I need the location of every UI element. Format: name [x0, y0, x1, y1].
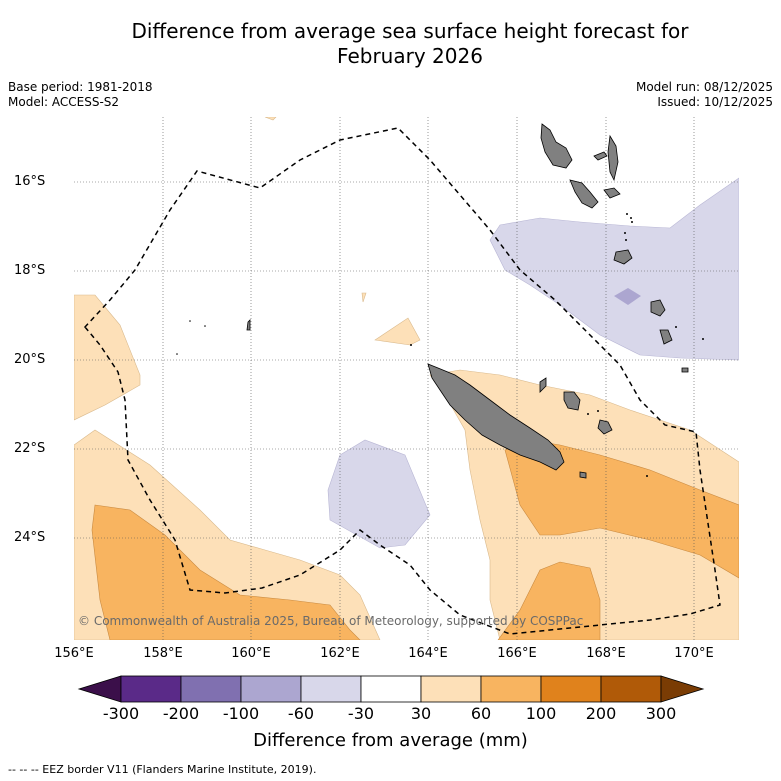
lat-label-22s: 22°S — [14, 441, 46, 456]
land-new-caledonia — [427, 363, 565, 471]
anomaly-region-central-purple — [327, 439, 431, 549]
lon-label-158e: 158°E — [143, 646, 183, 661]
colorbar-tick-neg60: -60 — [287, 704, 315, 723]
land-loyalty-mare — [597, 419, 613, 435]
land-vanuatu-ambae — [593, 151, 608, 161]
lon-label-162e: 162°E — [320, 646, 360, 661]
anomaly-patch-small-orange — [361, 292, 367, 303]
colorbar-tick-neg100: -100 — [222, 704, 260, 723]
lon-label-164e: 164°E — [408, 646, 448, 661]
colorbar-tick-30: 30 — [410, 704, 432, 723]
land-vanuatu-efate — [613, 249, 633, 265]
lon-label-156e: 156°E — [54, 646, 94, 661]
land-vanuatu-pentecost — [607, 134, 619, 182]
land-vanuatu-espiritu — [540, 123, 573, 169]
lon-label-170e: 170°E — [674, 646, 714, 661]
colorbar-title: Difference from average (mm) — [253, 730, 528, 751]
lon-label-160e: 160°E — [231, 646, 271, 661]
title-line-2: February 2026 — [337, 44, 483, 68]
copyright-notice: © Commonwealth of Australia 2025, Bureau… — [78, 614, 584, 628]
map-title: Difference from average sea surface heig… — [60, 19, 760, 69]
lat-label-24s: 24°S — [14, 530, 46, 545]
eez-border — [84, 127, 721, 635]
title-line-1: Difference from average sea surface heig… — [131, 19, 689, 43]
lon-label-166e: 166°E — [497, 646, 537, 661]
land-vanuatu-aneityum — [681, 367, 689, 373]
colorbar-tick-neg200: -200 — [162, 704, 200, 723]
anomaly-region-west-orange — [74, 294, 141, 421]
land-chesterfield-islet — [246, 319, 251, 331]
lat-label-16s: 16°S — [14, 174, 46, 189]
gridlines — [74, 117, 739, 640]
anomaly-patch-medium-purple — [614, 288, 641, 305]
lat-label-18s: 18°S — [14, 263, 46, 278]
land-vanuatu-erromango — [650, 299, 666, 317]
land-vanuatu-tanna — [659, 329, 673, 345]
meta-right: Model run: 08/12/2025 Issued: 10/12/2025 — [636, 80, 773, 110]
anomaly-region-east-dark — [504, 439, 739, 579]
lat-label-20s: 20°S — [14, 352, 46, 367]
land-isle-of-pines — [579, 471, 587, 479]
model-name: Model: ACCESS-S2 — [8, 95, 120, 109]
eez-footnote: -- -- -- EEZ border V11 (Flanders Marine… — [8, 763, 317, 776]
base-period: Base period: 1981-2018 — [8, 80, 153, 94]
land-vanuatu-malekula — [569, 179, 599, 209]
issued-date: Issued: 10/12/2025 — [657, 95, 773, 109]
anomaly-patch-top-orange — [264, 117, 277, 121]
small-islets — [176, 213, 704, 477]
colorbar-tick-neg30: -30 — [347, 704, 375, 723]
land-loyalty-ouvea — [539, 377, 547, 393]
colorbar-tick-300: 300 — [645, 704, 677, 723]
land-loyalty-lifou — [563, 391, 581, 411]
colorbar-tick-60: 60 — [470, 704, 492, 723]
land-vanuatu-ambrym — [603, 187, 621, 199]
anomaly-region-southwest-dark — [91, 504, 361, 640]
lon-label-168e: 168°E — [586, 646, 626, 661]
colorbar-tick-100: 100 — [525, 704, 557, 723]
anomaly-region-south-dark — [497, 561, 601, 640]
colorbar-tick-neg300: -300 — [102, 704, 140, 723]
colorbar-tick-200: 200 — [585, 704, 617, 723]
meta-left: Base period: 1981-2018 Model: ACCESS-S2 — [8, 80, 153, 110]
anomaly-patch-center-orange — [374, 317, 421, 346]
model-run: Model run: 08/12/2025 — [635, 80, 773, 94]
anomaly-region-northeast-purple — [489, 177, 739, 361]
